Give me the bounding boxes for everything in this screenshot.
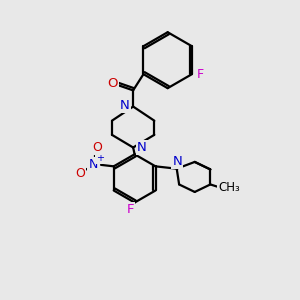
Text: O: O — [76, 167, 85, 180]
Text: CH₃: CH₃ — [218, 182, 240, 194]
Text: F: F — [196, 68, 204, 81]
Text: N: N — [137, 141, 147, 154]
Text: F: F — [126, 203, 134, 216]
Text: N: N — [88, 158, 98, 171]
Text: O: O — [92, 141, 102, 154]
Text: N: N — [172, 155, 182, 168]
Text: N: N — [120, 99, 130, 112]
Text: O: O — [107, 77, 118, 90]
Text: +: + — [96, 153, 104, 164]
